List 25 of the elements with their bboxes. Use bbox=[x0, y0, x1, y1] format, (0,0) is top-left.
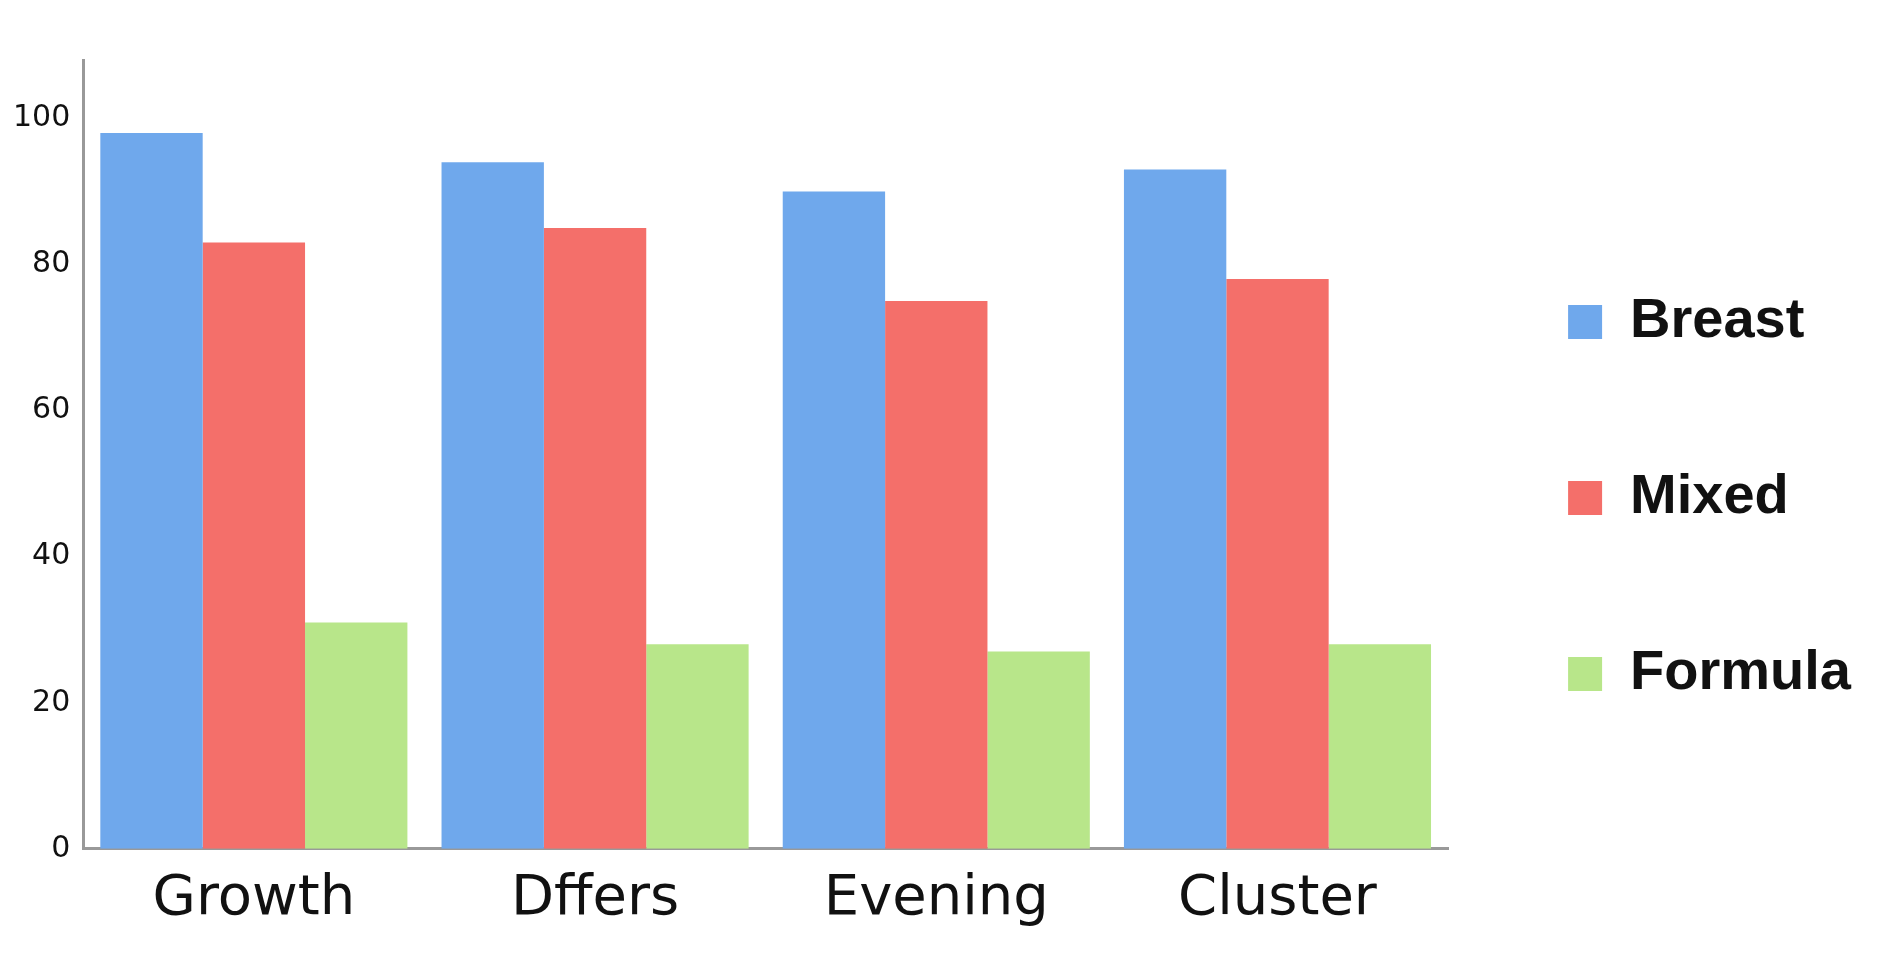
bar bbox=[305, 622, 408, 849]
bar bbox=[543, 227, 647, 849]
y-tick-label: 100 bbox=[13, 98, 71, 134]
legend-label: Breast bbox=[1630, 286, 1805, 350]
x-tick-label: Growth bbox=[152, 861, 356, 927]
legend-label: Mixed bbox=[1630, 462, 1789, 526]
x-tick-label: Evening bbox=[823, 861, 1049, 927]
x-tick-label: Dffers bbox=[510, 861, 680, 927]
bar bbox=[646, 644, 749, 849]
bar bbox=[1226, 279, 1329, 849]
bar bbox=[100, 133, 203, 849]
x-tick-label: Cluster bbox=[1178, 861, 1378, 927]
bar bbox=[1328, 644, 1432, 849]
bar bbox=[782, 191, 886, 849]
bar bbox=[885, 301, 988, 849]
y-tick-label: 20 bbox=[32, 682, 71, 718]
legend-label: Formula bbox=[1630, 638, 1852, 702]
bar bbox=[1123, 169, 1227, 849]
y-tick-label: 60 bbox=[32, 390, 71, 426]
y-tick-label: 80 bbox=[32, 244, 71, 280]
bar bbox=[202, 242, 306, 849]
y-tick-label: 0 bbox=[51, 828, 71, 864]
bar bbox=[987, 651, 1090, 849]
y-tick-label: 40 bbox=[32, 536, 71, 572]
bar bbox=[441, 162, 544, 849]
